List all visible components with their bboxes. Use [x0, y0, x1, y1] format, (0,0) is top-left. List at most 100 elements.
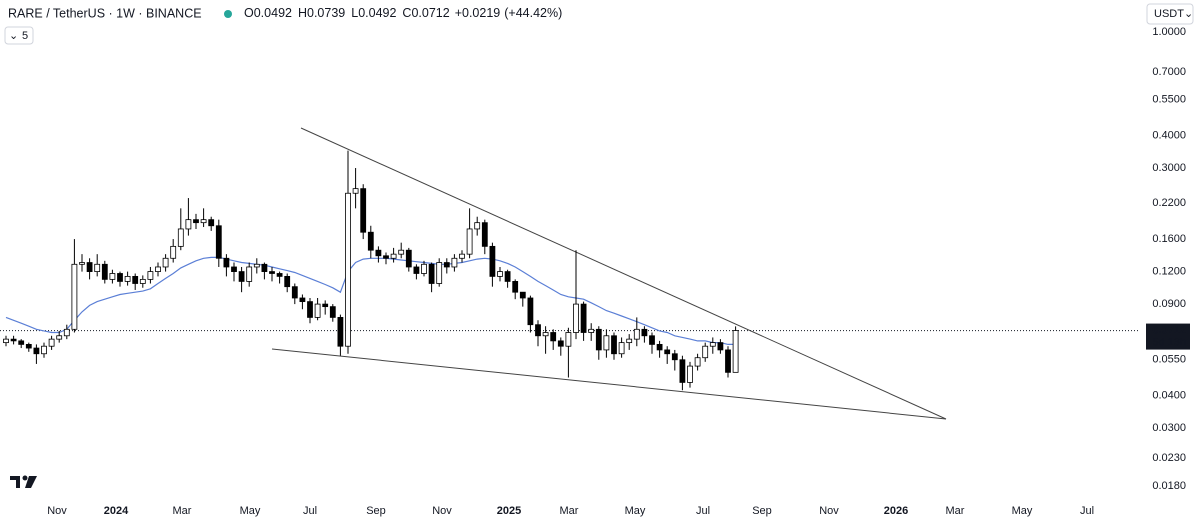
y-tick-label: 0.0400	[1152, 390, 1186, 402]
candle-body	[474, 222, 481, 230]
ohlc-value: 0.0712	[411, 6, 449, 20]
candle-body	[436, 262, 443, 284]
logo-part	[22, 475, 28, 481]
candle-body	[101, 263, 108, 280]
indicator-toggle[interactable]	[4, 26, 34, 45]
ohlc-value: 0.0492	[358, 6, 396, 20]
candle-body	[626, 338, 633, 344]
currency-chevron: ⌄	[1184, 8, 1193, 20]
candle-body	[519, 291, 526, 299]
candle-body	[63, 328, 70, 337]
candle-body	[170, 245, 177, 259]
candle-body	[139, 278, 146, 284]
x-tick-label: Mar	[173, 505, 192, 517]
symbol-title: RARE / TetherUS · 1W · BINANCE	[8, 6, 202, 20]
trend-line-upper	[300, 127, 947, 420]
candle-body	[679, 359, 686, 383]
indicator-count: 5	[22, 30, 28, 42]
candle-body	[337, 317, 344, 347]
candle-body	[451, 257, 458, 268]
y-tick-label: 0.0180	[1152, 480, 1186, 492]
x-tick-label: May	[1012, 505, 1033, 517]
x-tick-label: May	[240, 505, 261, 517]
candle-body	[41, 345, 47, 355]
x-tick-label: May	[625, 505, 646, 517]
y-tick-label: 1.0000	[1152, 26, 1186, 38]
candle-body	[595, 328, 602, 351]
candle-body	[649, 335, 655, 345]
candle-body	[33, 347, 40, 355]
candle-body	[269, 271, 275, 274]
candle-body	[428, 263, 435, 284]
candle-body	[261, 263, 268, 272]
x-tick-label: Nov	[432, 505, 452, 517]
candle-body	[603, 335, 610, 351]
ohlc-label: L	[351, 6, 358, 20]
candle-body	[512, 281, 519, 293]
plot	[0, 150, 1140, 391]
status-dot	[224, 10, 232, 18]
countdown: 5d 13h	[1152, 336, 1186, 348]
candle-body	[725, 349, 731, 373]
y-tick-label: 0.0300	[1152, 422, 1186, 434]
candle-body	[504, 271, 511, 282]
candle-body	[383, 255, 389, 259]
candle-body	[352, 188, 359, 194]
candle-body	[489, 245, 496, 277]
candle-body	[215, 225, 222, 259]
candle-body	[223, 257, 230, 268]
candle-body	[390, 253, 397, 259]
candle-body	[405, 249, 412, 268]
logo-part	[25, 476, 37, 488]
candle-body	[86, 262, 93, 272]
candle-body	[56, 335, 63, 340]
ohlc-value: 0.0739	[307, 6, 345, 20]
candle-body	[48, 338, 55, 347]
candle-body	[162, 257, 169, 268]
candle-body	[124, 275, 131, 282]
candle-body	[694, 357, 701, 367]
ohlc-label: H	[298, 6, 307, 20]
x-tick-label: 2024	[104, 505, 129, 517]
candle-body	[671, 353, 678, 361]
candle-body	[421, 263, 427, 274]
x-tick-label: Sep	[752, 505, 772, 517]
trend-line-lower	[271, 348, 947, 420]
x-tick-label: Nov	[819, 505, 839, 517]
candle-body	[307, 301, 313, 318]
x-tick-label: Mar	[946, 505, 965, 517]
candle-body	[573, 303, 579, 333]
moving-average	[5, 256, 736, 345]
currency-button[interactable]	[1146, 3, 1194, 25]
candle-body	[664, 349, 671, 355]
candle-body	[284, 275, 291, 288]
candle-body	[238, 271, 245, 282]
candle-body	[322, 303, 329, 308]
y-tick-label: 0.0550	[1152, 354, 1186, 366]
candle-body	[497, 271, 503, 277]
candle-body	[276, 273, 283, 277]
candle-body	[641, 328, 648, 337]
candle-body	[10, 338, 17, 342]
candle-body	[702, 345, 709, 359]
candle-body	[588, 328, 595, 333]
candle-body	[565, 332, 572, 347]
ohlc-value: 0.0492	[254, 6, 292, 20]
candle-body	[398, 249, 405, 255]
candle-body	[557, 340, 564, 347]
candle-body	[542, 332, 549, 337]
candle-body	[18, 340, 25, 345]
candle-body	[253, 263, 260, 268]
x-tick-label: Jul	[1080, 505, 1094, 517]
candle-body	[367, 231, 374, 251]
x-tick-label: Sep	[366, 505, 386, 517]
candle-body	[618, 342, 625, 355]
candle-body	[246, 266, 253, 282]
price-label-box	[1146, 323, 1190, 350]
candle-body	[79, 262, 85, 265]
candle-body	[291, 286, 298, 299]
x-tick-label: Nov	[47, 505, 67, 517]
candle-body	[299, 297, 306, 303]
